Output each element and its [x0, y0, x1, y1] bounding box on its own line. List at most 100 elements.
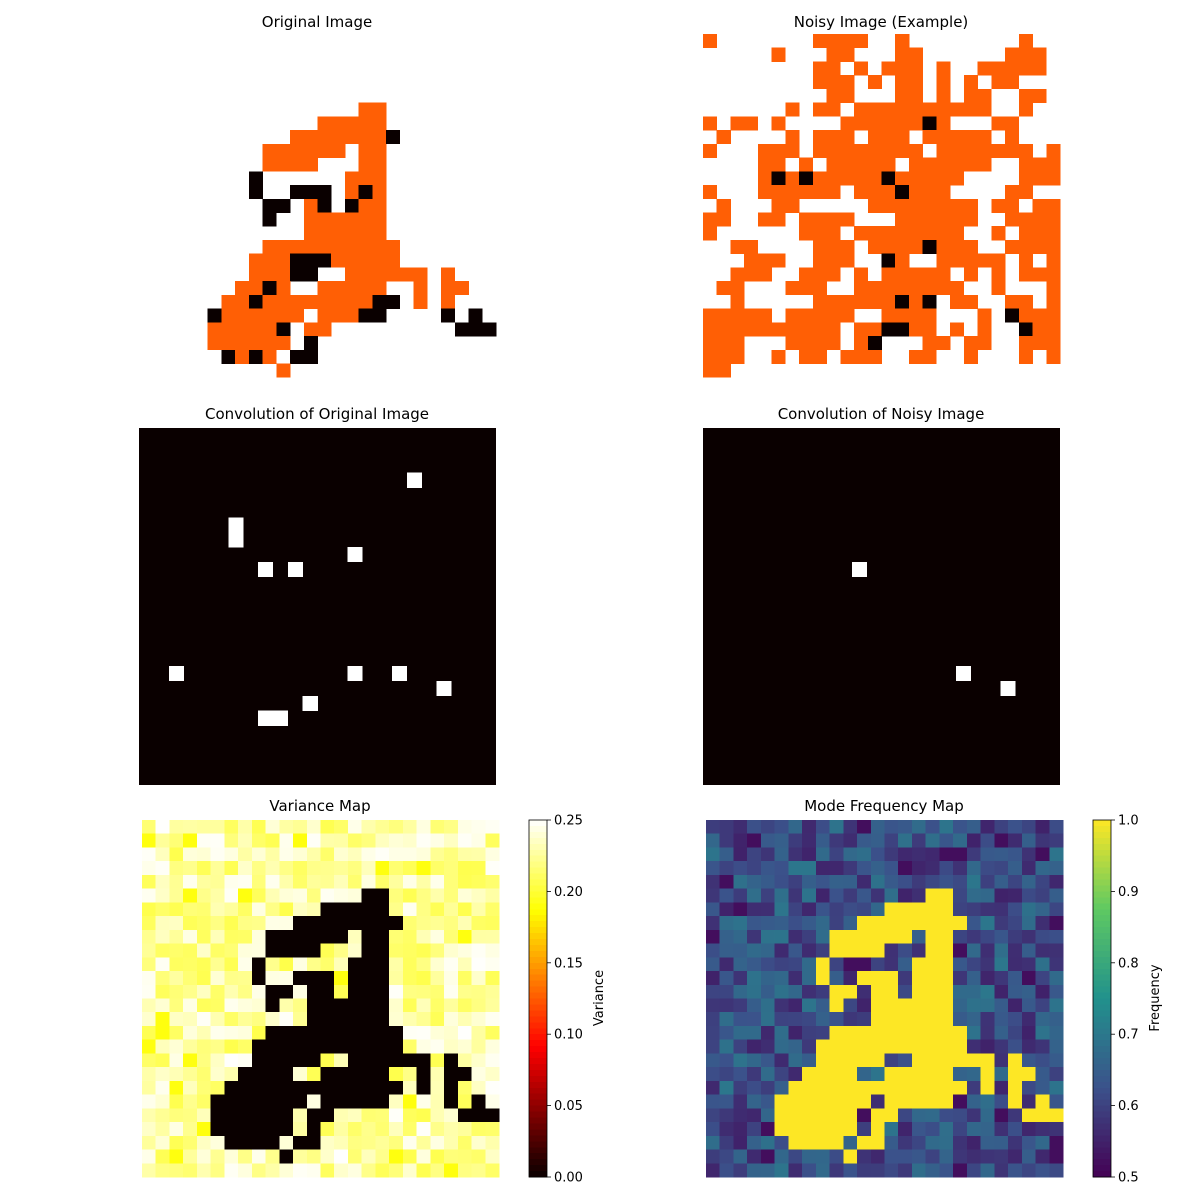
map-cell [774, 888, 789, 903]
map-cell [706, 971, 721, 986]
map-cell [939, 1025, 954, 1040]
map-cell [361, 888, 376, 903]
colorbar-segment [529, 1171, 547, 1178]
map-cell [706, 861, 721, 876]
pixel-cell [867, 336, 882, 351]
map-cell [719, 1025, 734, 1040]
pixel-cell [262, 267, 277, 282]
colorbar-segment [529, 1081, 547, 1089]
map-cell [898, 847, 913, 862]
map-cell [898, 1094, 913, 1109]
map-cell [911, 929, 926, 944]
map-cell [884, 1080, 899, 1095]
map-cell [870, 984, 885, 999]
pixel-cell [716, 322, 731, 337]
map-cell [870, 1025, 885, 1040]
map-cell [251, 998, 266, 1013]
map-cell [802, 1108, 817, 1123]
map-cell [939, 861, 954, 876]
map-cell [196, 1080, 211, 1095]
map-cell [911, 833, 926, 848]
map-cell [402, 1039, 417, 1054]
map-cell [788, 1025, 803, 1040]
map-cell [966, 984, 981, 999]
pixel-cell [867, 198, 882, 213]
pixel-cell [867, 157, 882, 172]
map-cell [183, 984, 198, 999]
colorbar-segment [529, 1058, 547, 1065]
colorbar-segment [1093, 1165, 1111, 1172]
map-cell [444, 820, 459, 835]
map-cell [953, 1094, 968, 1109]
colorbar-frame [528, 819, 548, 1178]
map-cell [857, 929, 872, 944]
map-cell [265, 1108, 280, 1123]
pixel-cell [867, 171, 882, 186]
colorbar-segment [1093, 1153, 1111, 1160]
map-cell [747, 929, 762, 944]
map-cell [706, 916, 721, 931]
map-cell [183, 1108, 198, 1123]
map-cell [1008, 971, 1023, 986]
map-cell [719, 820, 734, 835]
map-cell [747, 874, 762, 889]
map-cell [911, 1053, 926, 1068]
colorbar-segment [1093, 1058, 1111, 1065]
map-cell [953, 902, 968, 917]
map-cell [334, 1094, 349, 1109]
map-cell [857, 1025, 872, 1040]
pixel-cell [771, 171, 786, 186]
map-cell [279, 1094, 294, 1109]
pixel-cell [358, 116, 373, 131]
map-cell [802, 998, 817, 1013]
pixel-cell [262, 294, 277, 309]
pixel-cell [1005, 308, 1020, 323]
pixel-cell [703, 116, 718, 131]
map-cell [402, 1094, 417, 1109]
pixel-cell [757, 185, 772, 200]
colorbar-segment [529, 1141, 547, 1148]
pixel-cell [908, 226, 923, 241]
map-cell [416, 1067, 431, 1082]
map-cell [911, 847, 926, 862]
map-cell [430, 902, 445, 917]
pixel-cell [303, 239, 318, 254]
pixel-cell [895, 61, 910, 76]
map-cell [980, 1039, 995, 1054]
pixel-cell [812, 130, 827, 145]
pixel-cell [936, 253, 951, 268]
map-cell [994, 1039, 1009, 1054]
map-cell [485, 1135, 500, 1150]
map-cell [210, 1080, 225, 1095]
map-cell [169, 957, 184, 972]
colorbar-segment [1093, 1123, 1111, 1130]
map-cell [884, 1053, 899, 1068]
pixel-cell [248, 267, 263, 282]
pixel-cell [716, 130, 731, 145]
map-cell [802, 1122, 817, 1137]
pixel-cell [372, 294, 387, 309]
pixel-cell [344, 267, 359, 282]
map-cell [402, 1135, 417, 1150]
map-cell [334, 929, 349, 944]
map-cell [911, 943, 926, 958]
map-cell [925, 984, 940, 999]
map-cell [444, 971, 459, 986]
pixel-cell [730, 349, 745, 364]
map-cell [444, 1080, 459, 1095]
pixel-cell [854, 336, 869, 351]
map-cell [306, 1094, 321, 1109]
colorbar-segment [1093, 927, 1111, 934]
map-cell [142, 861, 157, 876]
map-cell [802, 943, 817, 958]
pixel-cell [716, 281, 731, 296]
map-cell [155, 984, 170, 999]
map-cell [953, 1080, 968, 1095]
map-cell [1021, 1094, 1036, 1109]
map-cell [238, 1080, 253, 1095]
map-cell [485, 971, 500, 986]
map-cell [402, 971, 417, 986]
pixel-cell [826, 226, 841, 241]
map-cell [774, 971, 789, 986]
map-cell [389, 929, 404, 944]
